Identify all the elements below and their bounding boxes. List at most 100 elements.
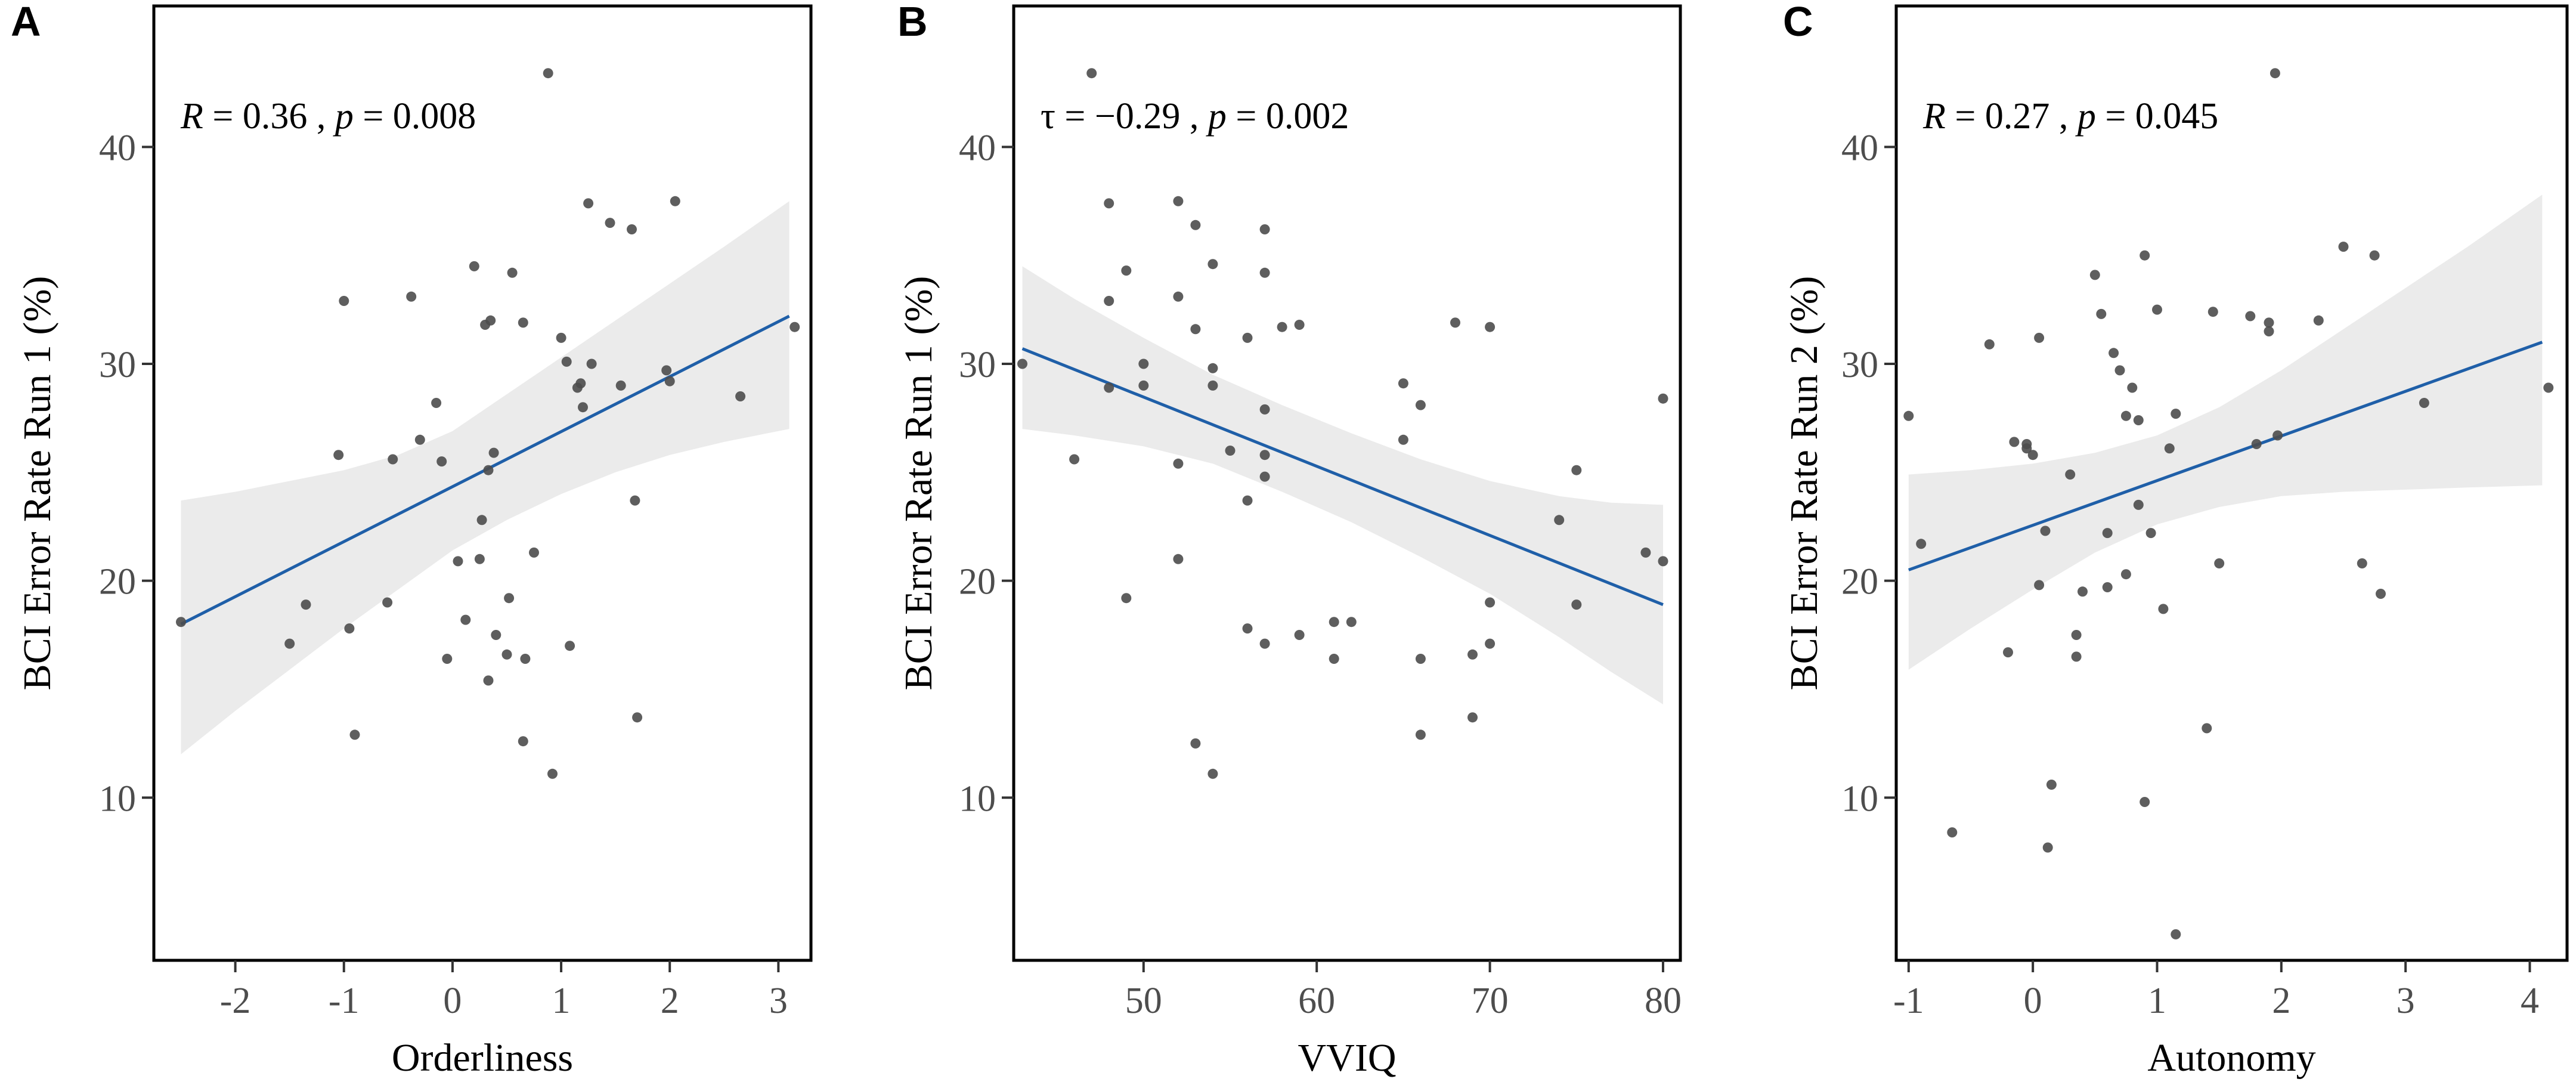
data-point xyxy=(1485,322,1496,332)
data-point xyxy=(2543,382,2554,393)
data-point xyxy=(518,736,528,747)
data-point xyxy=(2127,382,2138,393)
y-tick-label: 40 xyxy=(959,128,996,168)
x-tick-label: 1 xyxy=(552,981,571,1021)
data-point xyxy=(547,768,558,779)
data-point xyxy=(2065,469,2076,480)
y-tick-label: 10 xyxy=(959,778,996,819)
x-axis-label: Orderliness xyxy=(392,1036,573,1080)
data-point xyxy=(2171,409,2181,419)
data-point xyxy=(1571,599,1582,610)
data-point xyxy=(1415,729,1426,740)
data-point xyxy=(339,296,349,306)
data-point xyxy=(1467,712,1478,723)
data-point xyxy=(2264,317,2274,328)
data-point xyxy=(1104,296,1114,306)
data-point xyxy=(431,398,442,408)
data-point xyxy=(1259,267,1270,278)
data-point xyxy=(1329,617,1339,627)
data-point xyxy=(1104,382,1114,393)
data-point xyxy=(1208,259,1218,270)
y-tick-label: 30 xyxy=(99,345,136,385)
data-point xyxy=(2096,308,2107,319)
data-point xyxy=(1294,630,1305,640)
y-tick-label: 20 xyxy=(99,562,136,602)
x-tick-label: 80 xyxy=(1645,981,1682,1021)
data-point xyxy=(2034,580,2045,591)
confidence-band xyxy=(1908,194,2543,670)
data-point xyxy=(1173,554,1184,564)
data-point xyxy=(1467,649,1478,660)
data-point xyxy=(2338,242,2349,252)
data-point xyxy=(1984,339,1995,350)
data-point xyxy=(476,515,487,526)
data-point xyxy=(2046,780,2057,790)
data-point xyxy=(670,196,680,206)
data-point xyxy=(1259,450,1270,460)
data-point xyxy=(561,356,572,367)
data-point xyxy=(2133,415,2144,425)
x-tick-label: 3 xyxy=(769,981,788,1021)
data-point xyxy=(2207,307,2218,317)
plot-border xyxy=(152,4,813,962)
data-point xyxy=(2120,569,2131,580)
x-tick-label: 1 xyxy=(2148,981,2166,1021)
data-point xyxy=(1190,738,1201,749)
data-point xyxy=(414,434,425,445)
data-point xyxy=(661,365,672,376)
data-point xyxy=(2245,311,2256,322)
data-point xyxy=(1121,593,1132,604)
data-point xyxy=(1658,556,1668,567)
data-point xyxy=(501,649,512,660)
data-point xyxy=(1450,317,1460,328)
data-point xyxy=(1069,454,1080,465)
data-point xyxy=(1277,322,1287,332)
data-point xyxy=(483,465,494,475)
data-point xyxy=(2133,499,2144,510)
y-tick-label: 10 xyxy=(99,778,136,819)
data-point xyxy=(1208,380,1218,391)
x-tick-label: 2 xyxy=(2272,981,2290,1021)
data-point xyxy=(2102,582,2113,592)
y-axis-label: BCI Error Rate Run 1 (%) xyxy=(897,276,940,691)
stats-annotation: R = 0.36 , p = 0.008 xyxy=(180,96,476,137)
data-point xyxy=(2042,842,2053,853)
data-point xyxy=(1173,196,1184,206)
data-point xyxy=(1485,638,1496,649)
data-point xyxy=(2313,315,2324,326)
data-point xyxy=(556,332,566,343)
data-point xyxy=(1346,617,1357,627)
panel-c: -1 0 1 2 3 4 10 20 30 40 Autonomy BCI Error Rate Ru… xyxy=(1782,0,2569,1080)
y-tick-label: 40 xyxy=(99,128,136,168)
data-point xyxy=(301,599,311,610)
data-point xyxy=(349,729,360,740)
data-point xyxy=(2140,797,2150,807)
data-point xyxy=(630,495,640,506)
regression-line xyxy=(1021,347,1664,606)
data-point xyxy=(436,456,447,467)
y-tick-label: 10 xyxy=(1841,778,1878,819)
x-tick-label: 50 xyxy=(1125,981,1162,1021)
y-tick-label: 20 xyxy=(1841,562,1878,602)
x-tick-label: -1 xyxy=(1893,981,1924,1021)
data-point xyxy=(1190,324,1201,335)
data-point xyxy=(2164,443,2175,454)
data-point xyxy=(483,675,494,686)
panel-a: -2 -1 0 1 2 3 10 20 30 40 Orderliness BCI Error Rat… xyxy=(11,0,813,1080)
data-point xyxy=(2251,439,2262,449)
data-point xyxy=(2071,651,2082,662)
data-point xyxy=(469,261,479,271)
data-point xyxy=(2214,558,2225,568)
data-point xyxy=(491,630,501,640)
x-axis-label: VVIQ xyxy=(1298,1036,1397,1080)
data-point xyxy=(1398,378,1408,389)
x-tick-label: 0 xyxy=(443,981,462,1021)
plot-border xyxy=(1012,4,1682,962)
y-axis-label: BCI Error Rate Run 2 (%) xyxy=(1782,276,1826,691)
data-point xyxy=(453,556,463,567)
data-point xyxy=(627,224,637,234)
data-point xyxy=(1173,458,1184,469)
data-point xyxy=(735,391,746,401)
regression-line xyxy=(1908,341,2543,571)
data-point xyxy=(578,402,588,413)
